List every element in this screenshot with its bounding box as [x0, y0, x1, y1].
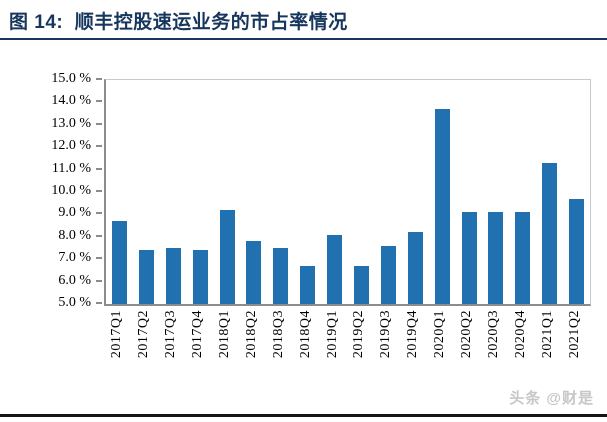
x-tick-label-2019Q3: 2019Q3: [378, 310, 394, 359]
y-tick-label-9: 9.0 %: [58, 205, 91, 221]
bar-2020Q3: [488, 212, 504, 304]
bar-slot-2017Q2: [133, 80, 160, 304]
bar-series: [106, 80, 590, 304]
bar-slot-2017Q4: [187, 80, 214, 304]
x-tick-label-2018Q3: 2018Q3: [270, 310, 286, 359]
bar-2017Q2: [138, 250, 154, 304]
bar-slot-2018Q1: [214, 80, 241, 304]
y-tick-mark-5: [96, 302, 102, 304]
bar-slot-2020Q1: [429, 80, 456, 304]
bar-slot-2019Q3: [375, 80, 402, 304]
x-tick-label-2021Q1: 2021Q1: [539, 310, 555, 359]
x-tick-label-2017Q2: 2017Q2: [136, 310, 152, 359]
bar-2021Q1: [542, 162, 558, 304]
y-tick-label-10: 10.0 %: [51, 183, 91, 198]
y-tick-label-5: 5.0 %: [58, 295, 91, 310]
y-tick-mark-14: [96, 100, 102, 103]
watermark: 头条 @财是: [509, 390, 594, 407]
x-tick-label-2018Q1: 2018Q1: [217, 310, 232, 359]
bar-slot-2019Q4: [402, 80, 429, 304]
y-tick-mark-15: [96, 78, 102, 80]
bar-slot-2021Q1: [536, 80, 563, 304]
bar-2019Q2: [353, 265, 369, 304]
bar-slot-2019Q2: [348, 80, 375, 304]
x-tick-label-2019Q4: 2019Q4: [405, 310, 421, 359]
y-tick-label-6: 6.0 %: [58, 272, 91, 288]
x-tick-label-2019Q1: 2019Q1: [324, 310, 340, 359]
y-tick-label-12: 12.0 %: [51, 138, 91, 154]
bar-2021Q2: [569, 198, 585, 304]
y-tick-label-15: 15.0 %: [51, 71, 91, 86]
title-underline-rule: [0, 38, 607, 40]
bar-slot-2017Q1: [106, 80, 133, 304]
bar-slot-2020Q4: [509, 80, 536, 304]
bar-2017Q4: [192, 250, 208, 304]
y-tick-label-8: 8.0 %: [58, 227, 91, 243]
x-tick-label-2020Q2: 2020Q2: [459, 310, 474, 359]
bar-2017Q1: [111, 221, 127, 304]
x-axis: 2017Q1 2017Q2 2017Q3 2017Q4 2018Q1 2018Q2 2018…: [104, 310, 588, 388]
y-tick-mark-6: [96, 279, 102, 282]
x-tick-label-2020Q4: 2020Q4: [512, 310, 528, 359]
bar-slot-2018Q3: [267, 80, 294, 304]
bar-slot-2020Q3: [482, 80, 509, 304]
x-tick-label-2017Q3: 2017Q3: [163, 310, 179, 359]
x-tick-label-2021Q2: 2021Q2: [566, 310, 582, 359]
bar-2018Q3: [273, 248, 289, 304]
bar-2017Q3: [165, 248, 181, 304]
y-axis: 15.0 % 14.0 % 13.0 % 12.0 % 11.0 % 10.0 % 9.0 …: [0, 71, 104, 310]
bar-2018Q1: [219, 209, 235, 304]
bar-slot-2018Q2: [240, 80, 267, 304]
figure-title: 图 14: 顺丰控股速运业务的市占率情况: [9, 12, 348, 33]
y-tick-mark-9: [96, 212, 102, 215]
y-tick-label-14: 14.0 %: [51, 93, 91, 109]
bar-2020Q2: [461, 212, 477, 304]
bar-slot-2019Q1: [321, 80, 348, 304]
bar-2019Q1: [327, 234, 343, 304]
bar-slot-2018Q4: [294, 80, 321, 304]
x-tick-label-2017Q1: 2017Q1: [109, 310, 125, 359]
x-tick-label-2018Q4: 2018Q4: [297, 310, 313, 359]
x-tick-label-2017Q4: 2017Q4: [190, 310, 206, 359]
y-tick-label-11: 11.0 %: [51, 160, 91, 176]
bar-2019Q4: [407, 232, 423, 304]
bar-2020Q1: [434, 109, 450, 304]
bar-slot-2020Q2: [456, 80, 483, 304]
bar-2018Q2: [246, 241, 262, 304]
y-tick-mark-12: [96, 145, 102, 148]
bar-slot-2021Q2: [563, 80, 590, 304]
bar-2020Q4: [515, 212, 531, 304]
y-tick-mark-7: [96, 257, 102, 260]
bar-slot-2017Q3: [160, 80, 187, 304]
bottom-border-rule: [0, 414, 607, 417]
x-tick-label-2020Q3: 2020Q3: [485, 310, 501, 359]
y-tick-label-13: 13.0 %: [51, 115, 91, 131]
plot-area: [104, 79, 591, 306]
y-tick-mark-8: [96, 234, 102, 237]
x-tick-label-2018Q2: 2018Q2: [243, 310, 259, 359]
y-tick-label-7: 7.0 %: [58, 250, 91, 266]
x-tick-label-2020Q1: 2020Q1: [432, 310, 448, 359]
y-tick-mark-10: [96, 190, 102, 192]
bar-2019Q3: [380, 245, 396, 304]
y-tick-mark-11: [96, 167, 102, 170]
y-tick-mark-13: [96, 122, 102, 125]
bar-2018Q4: [300, 265, 316, 304]
x-tick-label-2019Q2: 2019Q2: [351, 310, 367, 359]
